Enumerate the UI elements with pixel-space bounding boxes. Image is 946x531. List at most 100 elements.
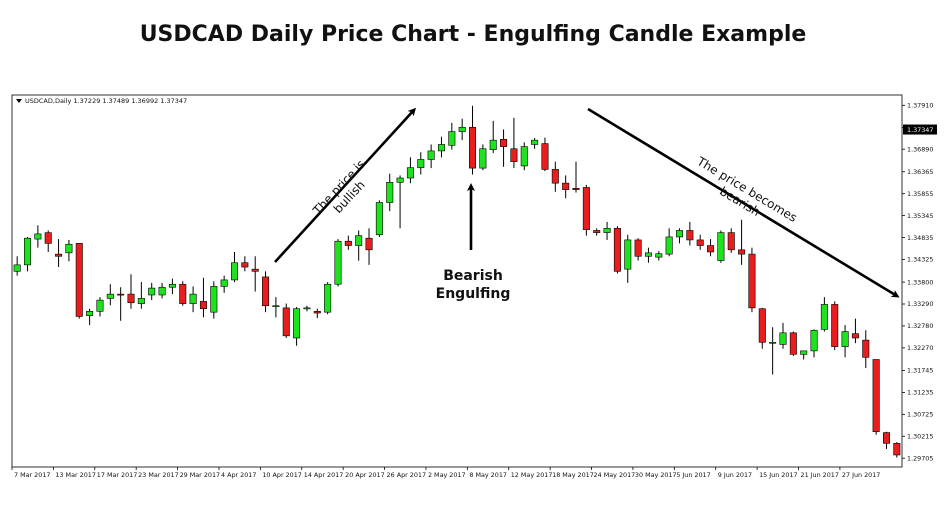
candle xyxy=(282,303,290,338)
candle-body xyxy=(106,293,114,299)
candle xyxy=(531,138,539,149)
candle-body xyxy=(779,332,787,345)
candle xyxy=(355,230,363,261)
candle-body xyxy=(396,177,404,183)
candle-body xyxy=(406,167,414,179)
candle-body xyxy=(13,264,21,272)
candle xyxy=(675,228,684,244)
y-axis: 1.379101.373951.368901.363651.358551.353… xyxy=(902,102,937,462)
candle-body xyxy=(34,233,42,240)
candle-body xyxy=(893,443,901,456)
candle-body xyxy=(769,341,777,344)
candle-body xyxy=(148,287,156,296)
candle xyxy=(562,175,570,199)
candle-body xyxy=(613,228,621,272)
candle-body xyxy=(686,230,694,241)
x-tick-label: 12 May 2017 xyxy=(511,471,553,479)
candle xyxy=(158,282,166,299)
current-price-label: 1.37347 xyxy=(907,126,933,134)
candle-body xyxy=(727,232,735,251)
candle xyxy=(365,228,373,265)
candle-body xyxy=(841,331,849,347)
candle xyxy=(117,287,125,321)
candle-body xyxy=(665,236,673,255)
candle-body xyxy=(593,230,601,233)
candles-group xyxy=(13,105,901,458)
candle-body xyxy=(800,350,808,355)
y-tick-label: 1.36890 xyxy=(907,145,933,153)
candle xyxy=(334,239,342,287)
candle-body xyxy=(675,230,684,238)
x-tick-label: 17 Mar 2017 xyxy=(97,471,138,479)
x-tick-label: 2 May 2017 xyxy=(428,471,466,479)
candle xyxy=(396,175,404,229)
x-tick-label: 29 Mar 2017 xyxy=(180,471,221,479)
candle xyxy=(417,152,425,175)
candle-body xyxy=(86,311,94,316)
candle-body xyxy=(624,239,632,270)
candle-body xyxy=(789,332,797,355)
candle-body xyxy=(696,239,704,246)
candle-body xyxy=(168,283,176,288)
page-title: USDCAD Daily Price Chart - Engulfing Can… xyxy=(139,22,807,47)
y-tick-label: 1.30725 xyxy=(907,411,933,419)
candle xyxy=(303,305,311,312)
y-tick-label: 1.31745 xyxy=(907,367,933,375)
candle xyxy=(24,236,32,272)
candle-body xyxy=(24,237,32,266)
candle xyxy=(313,308,321,319)
candle xyxy=(769,327,777,375)
x-tick-label: 14 Apr 2017 xyxy=(304,471,344,479)
candle-body xyxy=(655,253,663,258)
candle xyxy=(727,228,735,253)
candle-body xyxy=(230,262,239,281)
candle-body xyxy=(272,305,280,308)
y-tick-label: 1.32780 xyxy=(907,322,933,330)
y-tick-label: 1.29705 xyxy=(907,454,933,462)
candle xyxy=(148,282,156,301)
candle-body xyxy=(303,307,311,310)
candle-body xyxy=(355,235,363,246)
candle xyxy=(272,297,280,318)
y-tick-label: 1.31235 xyxy=(907,389,933,397)
candle xyxy=(841,325,849,358)
candle-body xyxy=(344,240,352,246)
candle xyxy=(655,251,663,261)
candle-body xyxy=(334,240,342,285)
candle xyxy=(55,239,63,268)
candle xyxy=(500,129,508,167)
candle-body xyxy=(282,307,290,337)
candle-body xyxy=(375,202,383,236)
candle xyxy=(406,157,414,184)
candle xyxy=(624,234,632,283)
candle xyxy=(127,274,135,309)
candle xyxy=(820,297,828,332)
candle xyxy=(437,136,445,158)
candle xyxy=(324,282,332,315)
dropdown-triangle-icon xyxy=(16,99,22,103)
candle-body xyxy=(55,253,63,257)
candle-body xyxy=(500,138,508,147)
x-tick-label: 9 Jun 2017 xyxy=(718,471,752,479)
candle xyxy=(251,256,259,292)
y-tick-label: 1.35855 xyxy=(907,190,933,198)
candle-body xyxy=(738,249,746,255)
candle xyxy=(344,235,352,250)
candle-body xyxy=(262,276,270,307)
candle xyxy=(210,281,218,319)
candle xyxy=(241,256,249,272)
y-tick-label: 1.36365 xyxy=(907,168,933,176)
candle-body xyxy=(365,237,373,251)
x-tick-label: 26 Apr 2017 xyxy=(387,471,427,479)
candle xyxy=(593,228,601,236)
candle-body xyxy=(582,187,590,230)
x-tick-label: 24 May 2017 xyxy=(594,471,636,479)
candle-body xyxy=(137,298,145,304)
candle-body xyxy=(758,308,766,343)
candle xyxy=(427,144,435,169)
y-tick-label: 1.37910 xyxy=(907,102,933,110)
candle-body xyxy=(65,243,73,254)
candle xyxy=(541,137,549,172)
candle-body xyxy=(541,143,549,170)
